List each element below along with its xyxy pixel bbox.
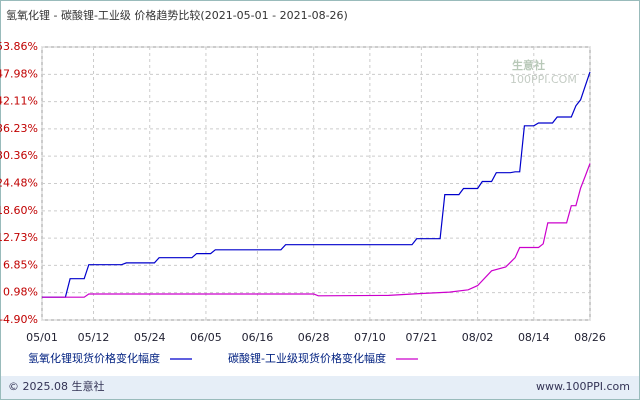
watermark: 100PPI.COM [510, 73, 577, 86]
y-tick-label: -4.90% [0, 313, 38, 326]
x-tick-label: 08/14 [518, 331, 550, 344]
y-tick-label: 0.98% [3, 286, 38, 299]
x-tick-label: 07/10 [354, 331, 386, 344]
x-tick-label: 06/05 [190, 331, 222, 344]
x-tick-label: 08/02 [462, 331, 494, 344]
y-tick-label: 47.98% [0, 67, 38, 80]
y-tick-label: 18.60% [0, 204, 38, 217]
legend-label: 碳酸锂-工业级现货价格变化幅度 [228, 351, 386, 365]
x-tick-label: 08/26 [574, 331, 606, 344]
series-line [42, 71, 591, 298]
chart-title: 氢氧化锂 - 碳酸锂-工业级 价格趋势比较(2021-05-01 - 2021-… [6, 8, 348, 22]
y-tick-label: 24.48% [0, 177, 38, 190]
y-tick-label: 42.11% [0, 95, 38, 108]
x-tick-label: 06/28 [298, 331, 330, 344]
legend-label: 氢氧化锂现货价格变化幅度 [28, 351, 160, 365]
y-tick-label: 36.23% [0, 122, 38, 135]
y-tick-label: 53.86% [0, 40, 38, 53]
footer-left: © 2025.08 生意社 [8, 379, 104, 393]
x-tick-label: 05/12 [78, 331, 110, 344]
x-tick-label: 05/24 [134, 331, 166, 344]
watermark: 生意社 [512, 58, 545, 72]
x-tick-label: 06/16 [242, 331, 274, 344]
footer-right: www.100PPI.com [536, 380, 630, 393]
series-line [42, 163, 591, 298]
y-tick-label: 12.73% [0, 231, 38, 244]
y-tick-label: 30.36% [0, 149, 38, 162]
x-tick-label: 07/21 [406, 331, 438, 344]
footer-bar [1, 376, 639, 399]
x-tick-label: 05/01 [26, 331, 58, 344]
y-tick-label: 6.85% [3, 258, 38, 271]
